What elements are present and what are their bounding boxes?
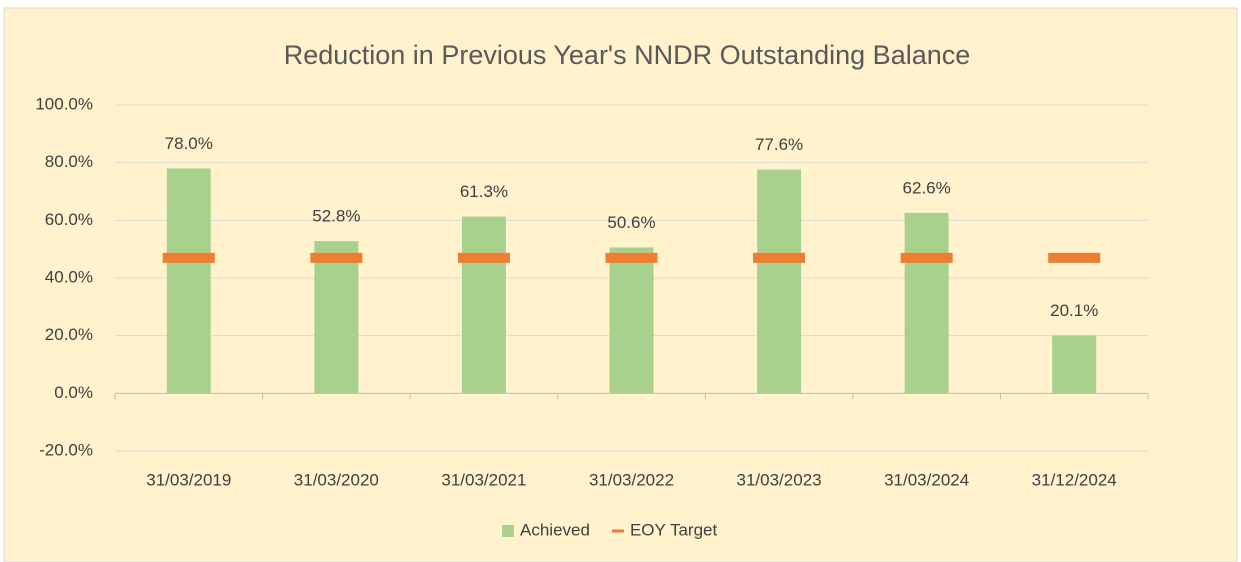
x-tick-label: 31/12/2024 xyxy=(1032,470,1117,489)
y-tick-label: 20.0% xyxy=(45,325,93,344)
legend-label: EOY Target xyxy=(630,520,718,539)
data-label: 52.8% xyxy=(312,207,360,226)
legend-swatch xyxy=(502,525,514,537)
x-tick-label: 31/03/2022 xyxy=(589,470,674,489)
bar xyxy=(609,247,654,394)
x-tick-label: 31/03/2020 xyxy=(294,470,379,489)
x-tick-label: 31/03/2023 xyxy=(737,470,822,489)
bar xyxy=(1052,335,1097,394)
data-label: 50.6% xyxy=(607,213,655,232)
bar xyxy=(314,241,359,394)
legend-label: Achieved xyxy=(520,520,590,539)
bar xyxy=(757,169,802,394)
chart-title: Reduction in Previous Year's NNDR Outsta… xyxy=(284,40,971,70)
data-label: 77.6% xyxy=(755,135,803,154)
y-tick-label: 60.0% xyxy=(45,210,93,229)
y-tick-label: 40.0% xyxy=(45,267,93,286)
y-tick-label: -20.0% xyxy=(39,440,93,459)
x-tick-label: 31/03/2021 xyxy=(441,470,526,489)
y-tick-label: 100.0% xyxy=(35,94,93,113)
bar xyxy=(461,216,506,394)
y-tick-label: 0.0% xyxy=(54,383,93,402)
x-tick-label: 31/03/2024 xyxy=(884,470,969,489)
data-label: 20.1% xyxy=(1050,301,1098,320)
x-tick-label: 31/03/2019 xyxy=(146,470,231,489)
data-label: 61.3% xyxy=(460,182,508,201)
data-label: 78.0% xyxy=(165,134,213,153)
bar xyxy=(904,212,949,394)
bar xyxy=(166,168,211,394)
data-label: 62.6% xyxy=(903,178,951,197)
y-tick-label: 80.0% xyxy=(45,152,93,171)
